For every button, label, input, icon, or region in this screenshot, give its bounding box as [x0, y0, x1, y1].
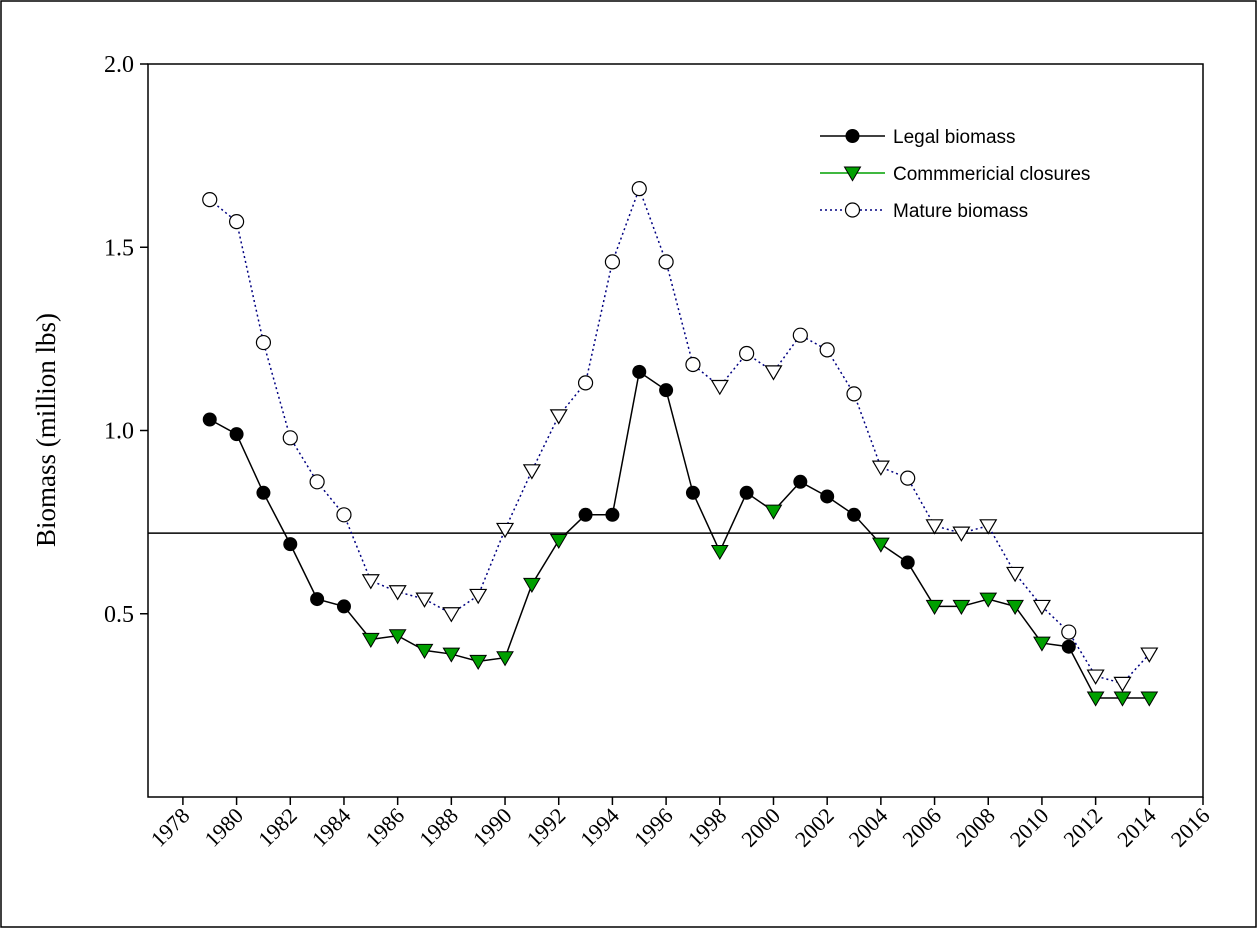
mature-marker — [309, 474, 325, 490]
legal-marker — [229, 427, 244, 442]
closure-marker — [1113, 691, 1132, 707]
closure-marker — [549, 533, 568, 550]
legal-marker — [256, 485, 271, 500]
legend-label: Commmericial closures — [893, 164, 1090, 185]
mature-marker — [710, 379, 729, 396]
legal-marker — [739, 485, 754, 500]
legal-marker — [793, 474, 808, 489]
legal-marker — [685, 485, 700, 500]
mature-marker — [1140, 647, 1159, 663]
legal-marker — [605, 507, 620, 522]
closure-marker — [764, 504, 783, 520]
y-axis-label: Biomass (million lbs) — [31, 313, 61, 547]
mature-marker — [549, 409, 568, 425]
legal-marker — [632, 364, 647, 379]
legend-marker — [845, 129, 860, 143]
mature-marker — [469, 588, 488, 605]
mature-marker — [871, 460, 890, 476]
legal-marker — [202, 412, 217, 427]
legal-marker — [578, 507, 593, 522]
mature-marker — [361, 574, 380, 590]
legal-marker — [336, 599, 351, 614]
closure-marker — [952, 599, 971, 616]
mature-marker — [415, 592, 434, 608]
closure-marker — [925, 599, 944, 616]
y-tick-label: 1.5 — [104, 235, 134, 261]
legal-marker — [900, 555, 915, 570]
mature-marker — [495, 522, 515, 539]
mature-marker — [1006, 566, 1025, 583]
closure-marker — [979, 592, 998, 608]
closure-marker — [523, 577, 541, 594]
mature-marker — [739, 345, 755, 362]
legal-marker — [820, 489, 835, 504]
mature-marker — [819, 342, 835, 358]
mature-marker — [388, 585, 407, 601]
mature-marker — [255, 334, 272, 351]
mature-marker — [522, 464, 541, 480]
mature-marker — [228, 213, 245, 230]
mature-marker — [900, 470, 916, 486]
mature-marker — [1061, 624, 1077, 640]
legend-label: Mature biomass — [893, 201, 1028, 222]
mature-marker — [979, 519, 998, 535]
closure-marker — [415, 643, 434, 659]
mature-marker — [685, 356, 701, 373]
closure-marker — [871, 537, 890, 553]
closure-marker — [442, 647, 461, 663]
mature-marker — [282, 430, 298, 446]
closure-marker — [388, 629, 407, 645]
mature-marker — [1113, 676, 1132, 693]
mature-line — [209, 186, 1150, 685]
legal-marker — [1061, 639, 1076, 654]
closure-marker — [1140, 691, 1159, 707]
mature-marker — [442, 607, 461, 623]
mature-marker — [202, 192, 218, 208]
y-tick-label: 0.5 — [104, 602, 134, 628]
mature-marker — [1032, 599, 1051, 616]
closure-marker — [361, 632, 380, 648]
mature-marker — [577, 375, 594, 391]
y-tick-label: 2.0 — [104, 52, 134, 78]
mature-marker — [658, 254, 674, 270]
mature-marker — [1086, 669, 1105, 685]
mature-marker — [336, 507, 352, 523]
mature-marker — [952, 526, 971, 542]
legend-marker — [843, 166, 862, 182]
mature-marker — [604, 254, 621, 270]
mature-marker — [846, 386, 862, 402]
legal-marker — [310, 592, 325, 607]
legend-label: Legal biomass — [893, 127, 1016, 148]
mature-marker — [925, 519, 944, 535]
closure-marker — [1006, 599, 1024, 616]
mature-marker — [792, 327, 808, 343]
closure-marker — [469, 654, 488, 670]
legal-marker — [659, 383, 674, 398]
legal-marker — [847, 507, 862, 522]
closure-marker — [1086, 691, 1105, 707]
legend-marker — [844, 202, 861, 218]
mature-marker — [631, 181, 647, 197]
mature-marker — [764, 365, 783, 381]
legal-marker — [283, 537, 298, 552]
closure-marker — [710, 544, 729, 561]
y-tick-label: 1.0 — [104, 419, 134, 445]
closure-marker — [496, 651, 514, 667]
closure-marker — [1033, 636, 1051, 652]
